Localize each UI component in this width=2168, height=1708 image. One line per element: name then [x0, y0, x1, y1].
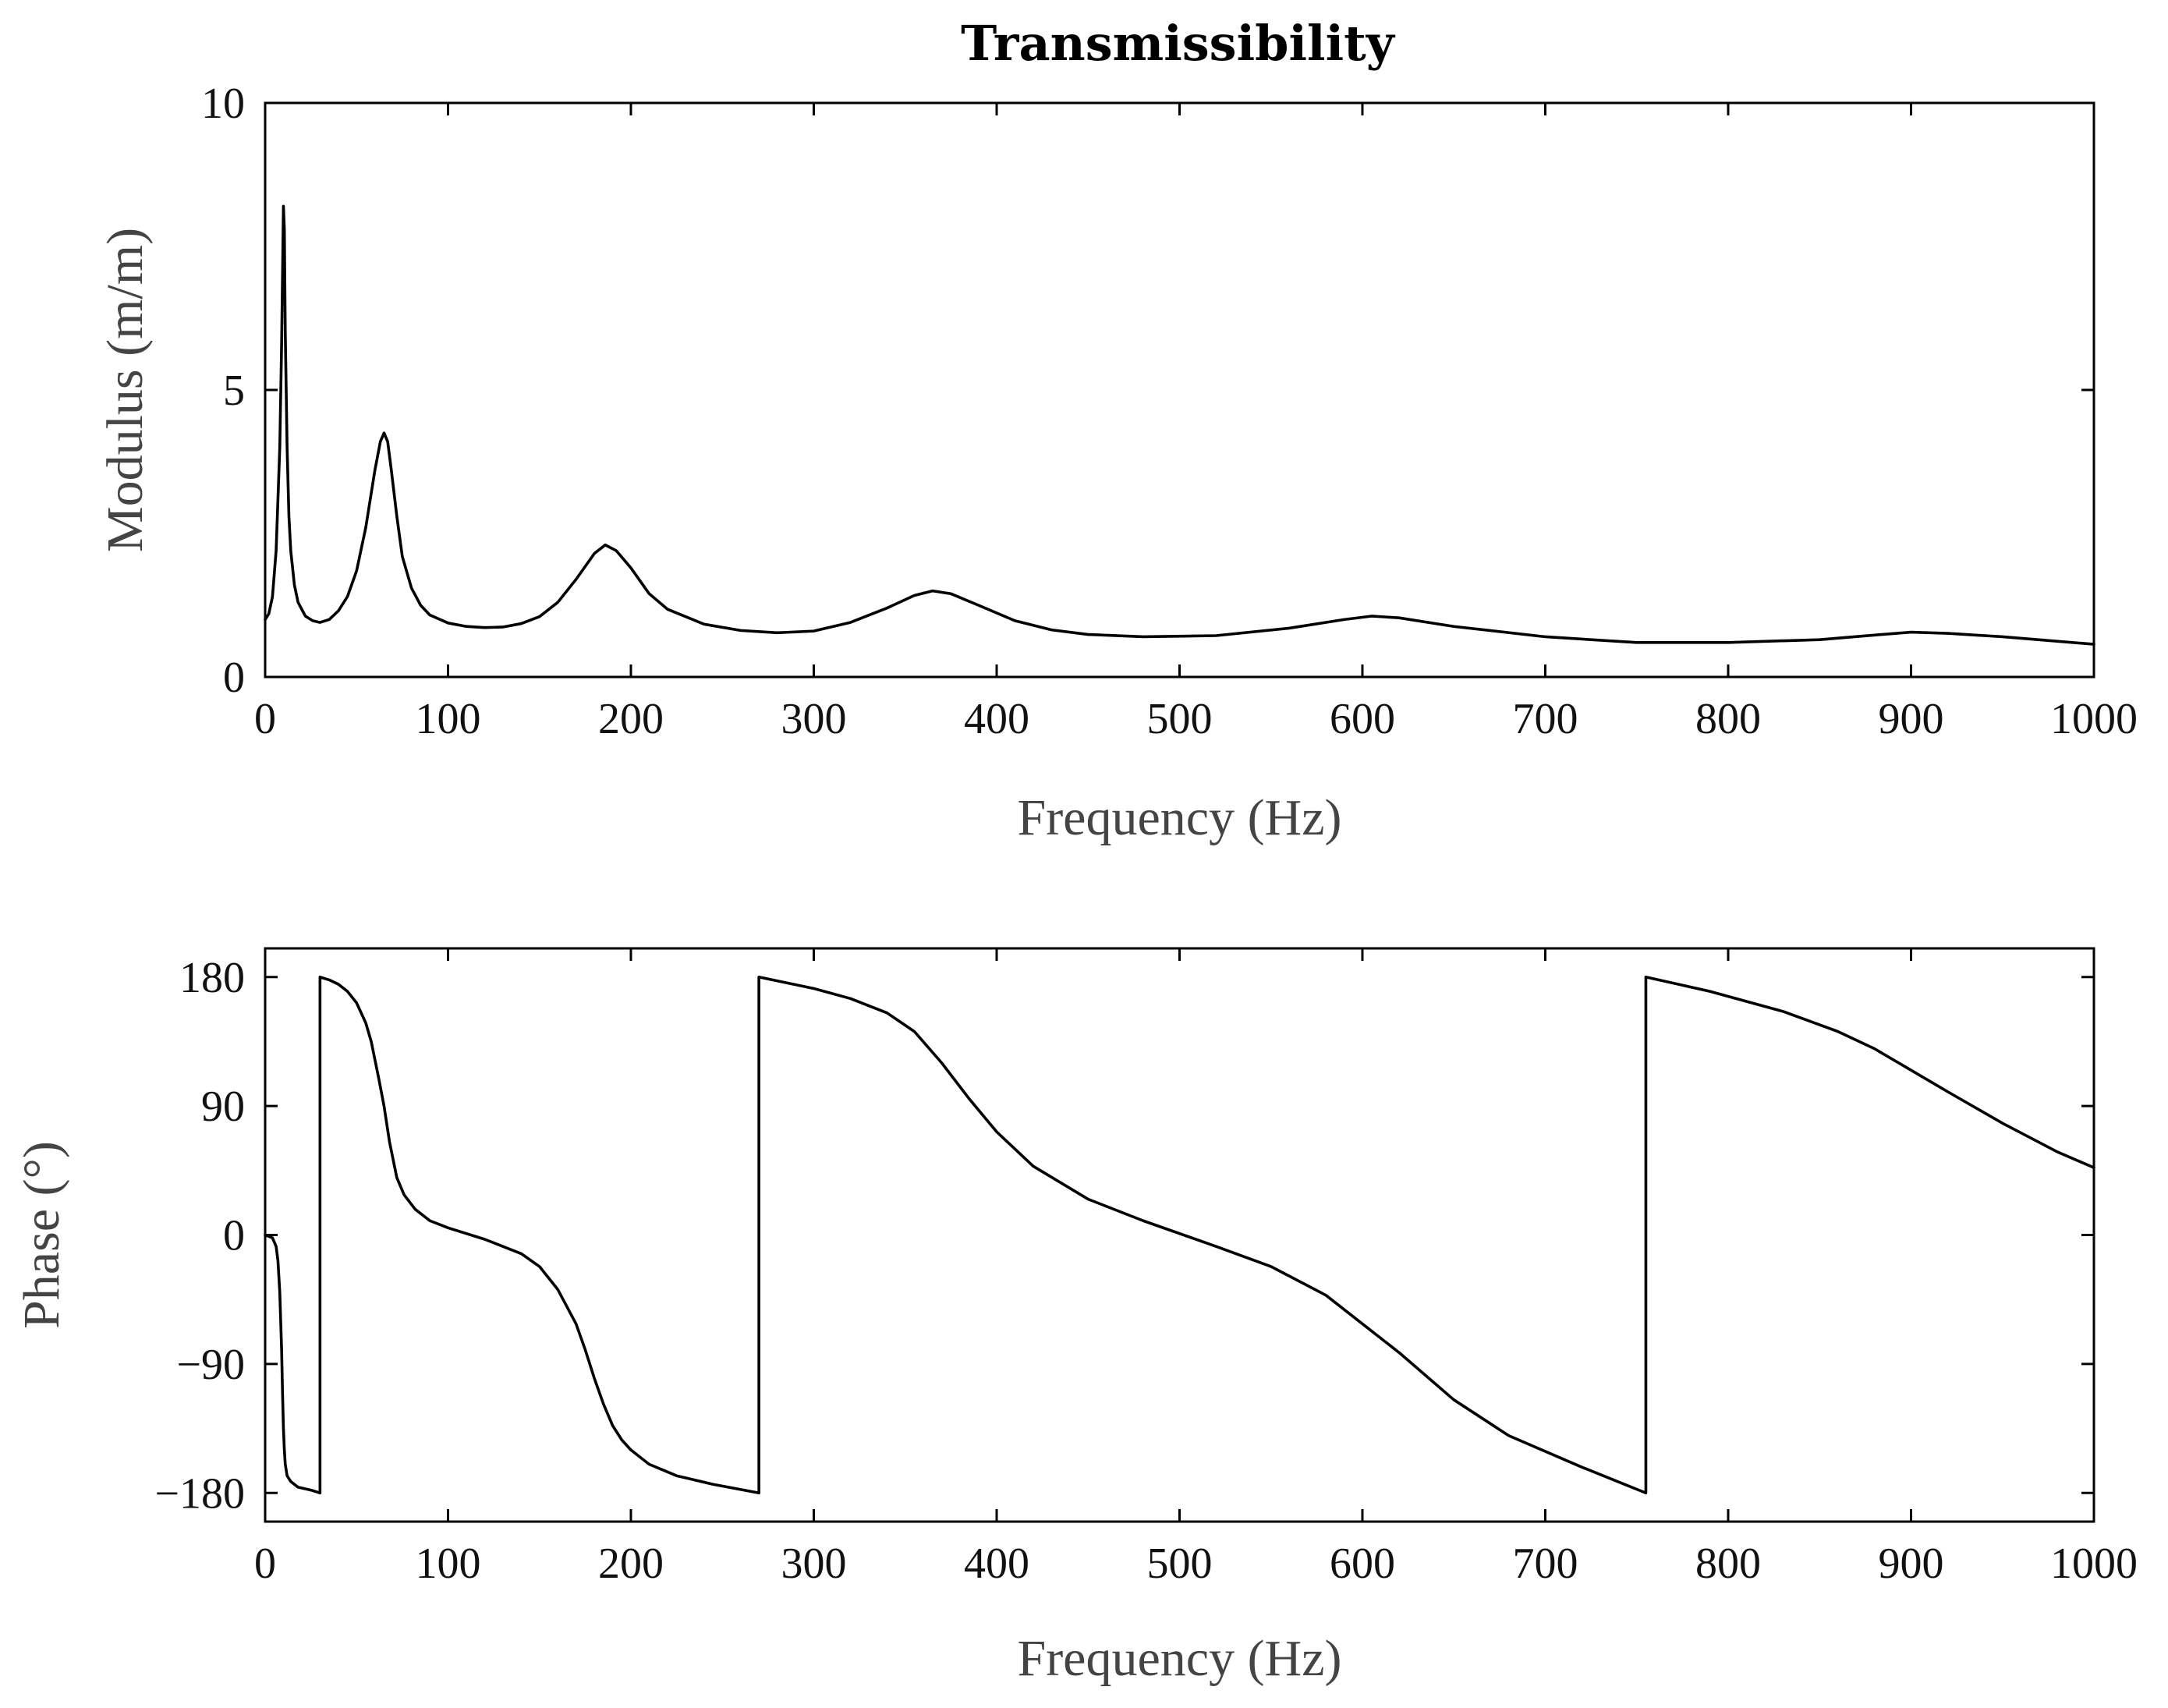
modulus-x-ticks: 0 100 200 300 400 500 600 700 800 900 1000	[254, 103, 2138, 743]
modulus-y-tick-label: 10	[201, 80, 245, 128]
modulus-panel: 0 100 200 300 400 500 600 700 800 900 1000 0 5 10 Fr…	[97, 80, 2138, 846]
phase-panel: 0 100 200 300 400 500 600 700 800 900 1000 180900−…	[13, 947, 2138, 1687]
phase-x-axis-label: Frequency (Hz)	[1018, 1630, 1342, 1687]
modulus-plot-frame	[264, 101, 2095, 679]
phase-x-tick-label: 1000	[2050, 1540, 2138, 1588]
phase-y-ticks: 180 90 0 −90 −180	[154, 954, 2094, 1518]
phase-x-tick-label: 800	[1695, 1540, 1761, 1588]
phase-x-tick-label: 500	[1147, 1540, 1213, 1588]
modulus-x-axis-label: Frequency (Hz)	[1018, 789, 1342, 846]
phase-plot-frame	[264, 947, 2095, 1523]
modulus-x-tick-label: 800	[1695, 695, 1761, 743]
modulus-x-tick-label: 900	[1879, 695, 1944, 743]
phase-x-tick-label: 900	[1879, 1540, 1944, 1588]
phase-y-tick-label: 90	[201, 1083, 245, 1131]
phase-line	[264, 975, 2095, 1495]
chart-title: Transmissibility	[961, 15, 1396, 72]
modulus-y-tick-label: 5	[223, 367, 245, 415]
modulus-line	[264, 204, 2095, 646]
phase-x-ticks: 0 100 200 300 400 500 600 700 800 900 1000	[254, 948, 2138, 1588]
modulus-x-tick-label: 200	[598, 695, 664, 743]
modulus-y-axis-label: Modulus (m/m)	[97, 228, 154, 552]
phase-x-tick-label: 100	[416, 1540, 481, 1588]
modulus-x-tick-label: 1000	[2050, 695, 2138, 743]
phase-y-tick-label: −90	[176, 1341, 245, 1389]
modulus-x-tick-label: 0	[254, 695, 276, 743]
phase-x-tick-label: 0	[254, 1540, 276, 1588]
modulus-x-tick-label: 500	[1147, 695, 1213, 743]
modulus-x-tick-label: 300	[781, 695, 847, 743]
phase-x-tick-label: 300	[781, 1540, 847, 1588]
modulus-x-tick-label: 100	[416, 695, 481, 743]
modulus-x-tick-label: 600	[1330, 695, 1395, 743]
modulus-y-tick-label: 0	[223, 654, 245, 702]
phase-x-tick-label: 700	[1513, 1540, 1578, 1588]
phase-y-axis-label: Phase (°)	[13, 1141, 70, 1329]
phase-x-tick-label: 200	[598, 1540, 664, 1588]
phase-x-tick-label: 400	[964, 1540, 1029, 1588]
phase-x-tick-label: 600	[1330, 1540, 1395, 1588]
modulus-x-tick-label: 400	[964, 695, 1029, 743]
modulus-y-ticks: 0 5 10	[201, 80, 2094, 702]
phase-y-tick-label: 180	[179, 954, 245, 1002]
modulus-x-tick-label: 700	[1513, 695, 1578, 743]
phase-y-tick-label: 0	[223, 1212, 245, 1260]
phase-y-tick-label: −180	[154, 1469, 245, 1518]
